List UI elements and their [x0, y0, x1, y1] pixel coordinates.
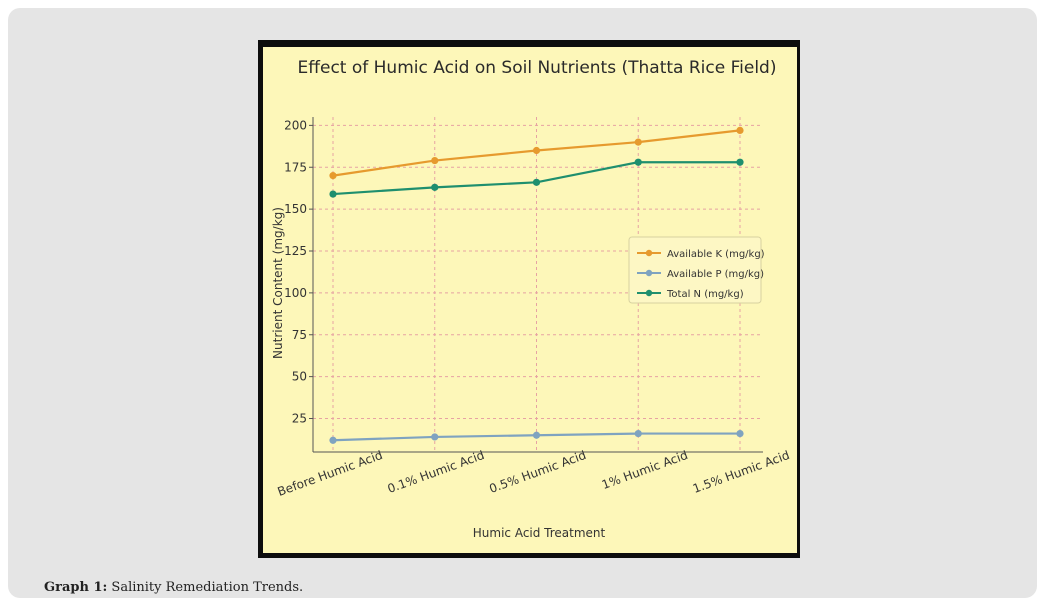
y-tick-label: 150	[284, 202, 307, 216]
data-point	[329, 436, 337, 444]
x-tick-label: 1.5% Humic Acid	[691, 448, 792, 496]
data-point	[329, 172, 337, 180]
data-point	[634, 158, 642, 166]
data-point	[634, 429, 642, 438]
y-tick-label: 25	[292, 412, 307, 426]
data-point	[329, 190, 337, 198]
legend-label: Total N (mg/kg)	[666, 289, 744, 300]
legend-marker	[645, 289, 653, 297]
legend: Available K (mg/kg) Available P (mg/kg) To…	[628, 236, 765, 304]
data-point	[431, 433, 439, 441]
data-point	[634, 138, 642, 146]
y-tick-label: 75	[292, 328, 307, 342]
x-axis-label: Humic Acid Treatment	[473, 526, 606, 540]
legend-marker	[645, 249, 653, 257]
series	[329, 126, 744, 444]
figure-frame: 25 50 75 100 125 150 175 200 Before Humic Acid 0…	[258, 40, 800, 558]
data-point	[736, 429, 744, 438]
data-point	[736, 158, 744, 166]
x-tick-label: Before Humic Acid	[276, 448, 385, 499]
y-ticks: 25 50 75 100 125 150 175 200	[284, 118, 313, 426]
legend-marker	[645, 269, 653, 277]
caption-text: Salinity Remediation Trends.	[107, 580, 304, 595]
data-point	[532, 431, 541, 439]
chart-title: Effect of Humic Acid on Soil Nutrients (…	[298, 58, 777, 78]
y-axis-label: Nutrient Content (mg/kg)	[271, 207, 285, 359]
x-ticks: Before Humic Acid 0.1% Humic Acid 0.5% Hum…	[276, 448, 792, 499]
data-point	[736, 126, 744, 134]
legend-box	[628, 236, 762, 304]
x-tick-label: 0.5% Humic Acid	[487, 448, 588, 496]
chart-area: 25 50 75 100 125 150 175 200 Before Humic Acid 0…	[263, 47, 797, 553]
y-tick-label: 50	[292, 370, 307, 384]
x-tick-label: 1% Humic Acid	[600, 448, 690, 492]
y-tick-label: 200	[284, 118, 307, 132]
caption-label: Graph 1:	[44, 580, 108, 595]
y-tick-label: 125	[284, 244, 307, 258]
y-tick-label: 100	[284, 286, 307, 300]
x-tick-label: 0.1% Humic Acid	[386, 448, 487, 496]
data-point	[532, 146, 541, 155]
legend-label: Available P (mg/kg)	[667, 269, 764, 280]
data-point	[431, 183, 439, 191]
data-point	[532, 178, 541, 186]
y-tick-label: 175	[284, 160, 307, 174]
legend-label: Available K (mg/kg)	[667, 249, 765, 260]
data-point	[431, 156, 439, 165]
axes	[312, 117, 763, 453]
figure-caption: Graph 1: Salinity Remediation Trends.	[44, 580, 303, 595]
figure-panel: 25 50 75 100 125 150 175 200 Before Humic Acid 0…	[8, 8, 1037, 598]
